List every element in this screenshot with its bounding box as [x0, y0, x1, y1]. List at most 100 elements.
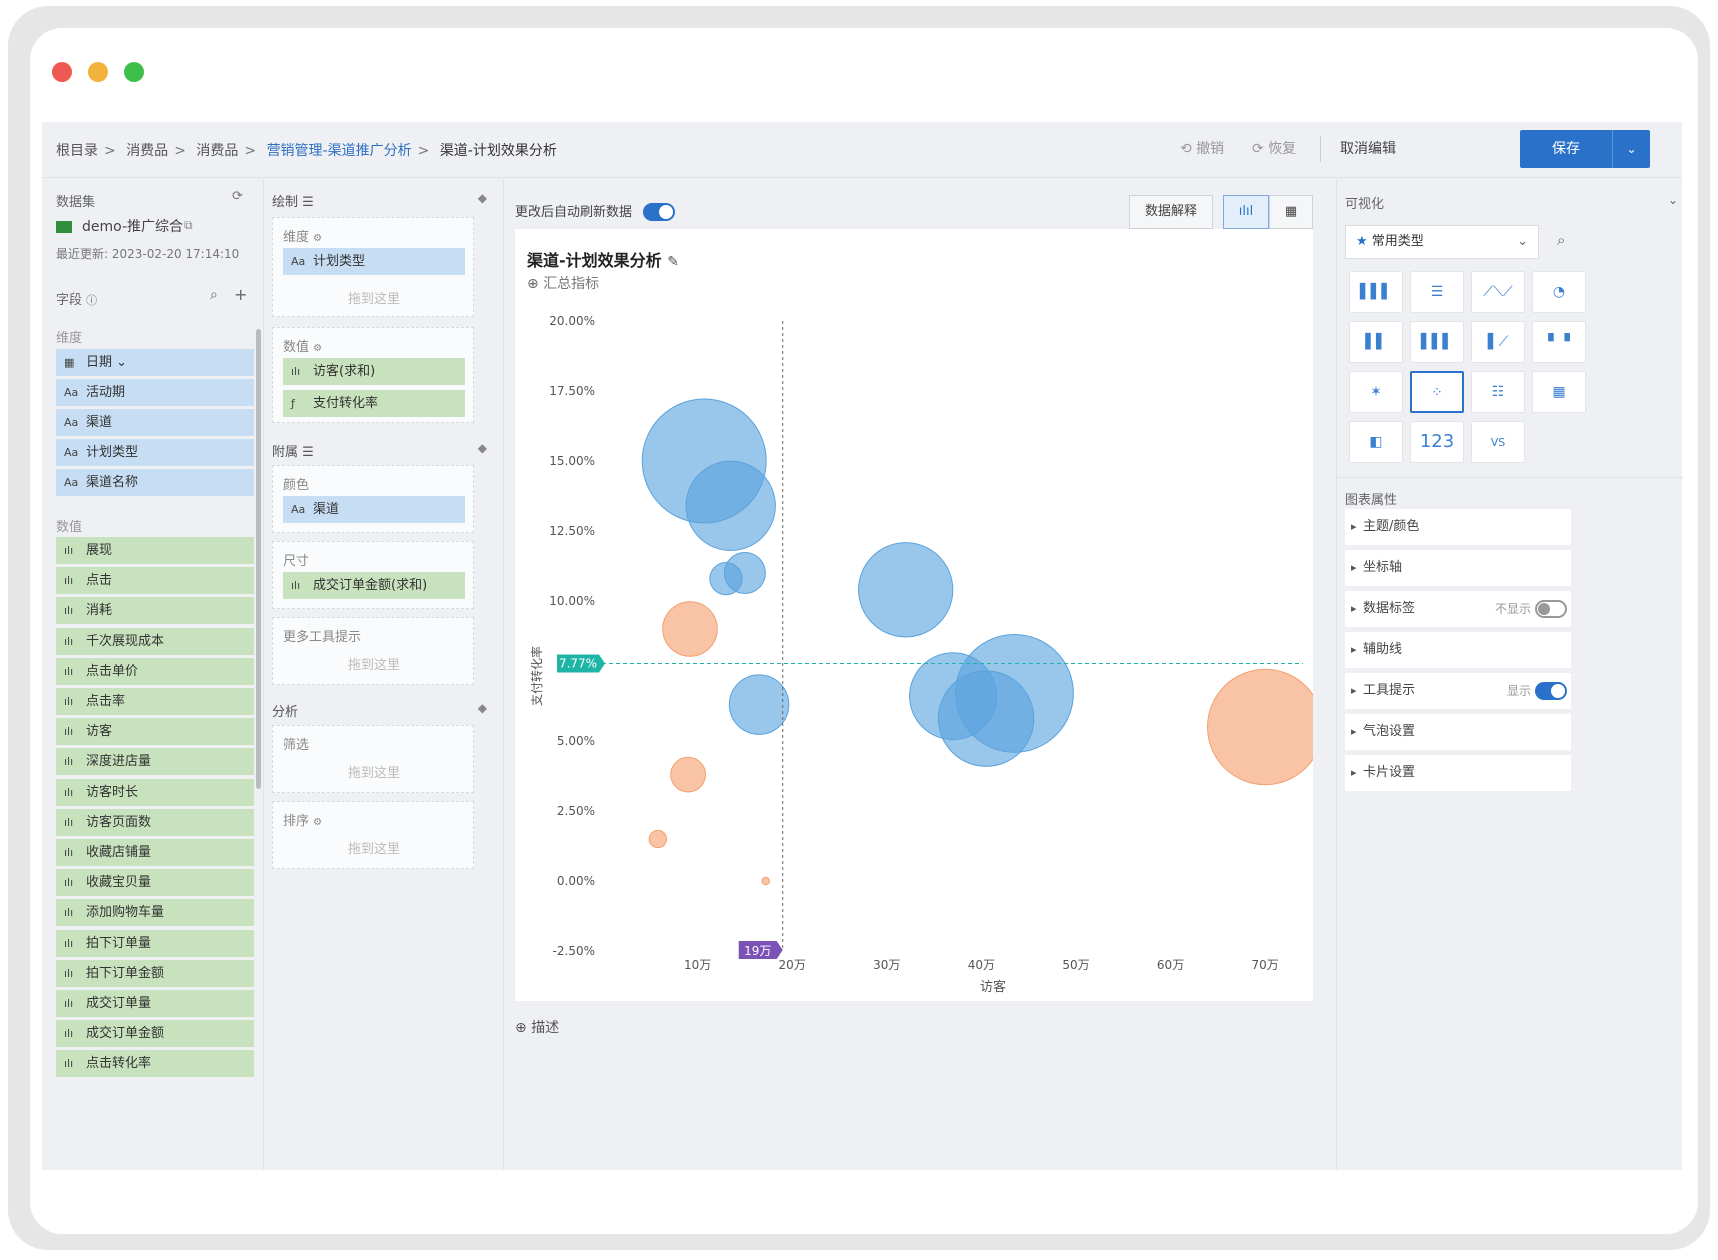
- bubble-chart[interactable]: 20.00% 17.50% 15.00% 12.50% 10.00% 5.00% 2.50%…: [515, 261, 1313, 1001]
- field-scrollbar[interactable]: [256, 329, 261, 789]
- column-chart-icon[interactable]: ▌▌▌: [1349, 271, 1403, 313]
- describe-link[interactable]: ⊕ 描述: [515, 1020, 560, 1036]
- switch-dataset-icon[interactable]: ⟳: [232, 189, 243, 204]
- bar-icon: ılı: [64, 604, 74, 618]
- dimension-field[interactable]: Aa 渠道: [56, 409, 254, 436]
- close-window-button[interactable]: [52, 62, 72, 82]
- measure-field[interactable]: ılı 点击转化率: [56, 1050, 254, 1078]
- dimension-field[interactable]: Aa 计划类型: [56, 439, 254, 466]
- tooltip-drop-zone[interactable]: 更多工具提示 拖到这里: [272, 617, 474, 685]
- save-button[interactable]: 保存 ⌄: [1520, 130, 1650, 168]
- breadcrumb-item[interactable]: 根目录: [56, 143, 98, 159]
- chart-prop-row[interactable]: 坐标轴: [1345, 550, 1571, 586]
- breadcrumb-item[interactable]: 营销管理-渠道推广分析: [266, 143, 412, 159]
- measure-field[interactable]: ılı 拍下订单量: [56, 929, 254, 957]
- measure-field[interactable]: ılı 访客: [56, 718, 254, 746]
- pie-chart-icon[interactable]: ◔: [1532, 271, 1586, 313]
- color-chip[interactable]: Aa 渠道: [283, 496, 465, 523]
- measure-field[interactable]: ılı 千次展现成本: [56, 627, 254, 655]
- undo-button[interactable]: ⟲ 撤销: [1180, 138, 1224, 158]
- value-drop-zone[interactable]: 数值 ⚙ ılı 访客(求和) ƒ 支付转化率: [272, 327, 474, 423]
- combo-chart-icon[interactable]: ▌⟋: [1471, 321, 1525, 363]
- chevron-down-icon[interactable]: ⌄: [1612, 130, 1650, 168]
- measure-field[interactable]: ılı 点击单价: [56, 657, 254, 685]
- line-chart-icon[interactable]: ⟋⟍⟋: [1471, 271, 1525, 313]
- map-chart-icon[interactable]: ◧: [1349, 421, 1403, 463]
- chart-prop-row[interactable]: 卡片设置: [1345, 755, 1571, 791]
- measure-field[interactable]: ılı 消耗: [56, 597, 254, 625]
- collapse-icon[interactable]: ⌄: [1667, 193, 1678, 207]
- maximize-window-button[interactable]: [124, 62, 144, 82]
- kpi-card-icon[interactable]: 123: [1410, 421, 1464, 463]
- dimension-field[interactable]: ▦ 日期 ⌄: [56, 349, 254, 376]
- measure-field[interactable]: ılı 点击率: [56, 688, 254, 715]
- measure-field[interactable]: ılı 添加购物车量: [56, 899, 254, 927]
- measure-field[interactable]: ılı 收藏店铺量: [56, 839, 254, 866]
- chart-prop-row[interactable]: 气泡设置: [1345, 714, 1571, 750]
- search-icon[interactable]: ⌕: [1557, 231, 1566, 249]
- filter-drop-zone[interactable]: 筛选 拖到这里: [272, 725, 474, 793]
- prop-toggle[interactable]: [1535, 682, 1567, 700]
- compare-card-icon[interactable]: VS: [1471, 421, 1525, 463]
- bar-icon: ılı: [64, 936, 74, 950]
- edit-icon[interactable]: ✎: [667, 254, 679, 270]
- measure-field[interactable]: ılı 收藏宝贝量: [56, 869, 254, 897]
- value-chip[interactable]: ƒ 支付转化率: [283, 390, 465, 417]
- auto-refresh-toggle[interactable]: [643, 203, 675, 221]
- summary-link[interactable]: ⊕ 汇总指标: [527, 276, 600, 292]
- dimension-field[interactable]: Aa 活动期: [56, 379, 254, 406]
- dim-chip[interactable]: Aa 计划类型: [283, 248, 465, 275]
- bubble-point: [909, 652, 997, 741]
- field-label: 成交订单量: [86, 996, 152, 1011]
- chart-view-button[interactable]: ılıl: [1223, 195, 1269, 229]
- table-view-button[interactable]: ▦: [1269, 195, 1313, 229]
- data-explain-button[interactable]: 数据解释: [1129, 195, 1213, 229]
- radar-chart-icon[interactable]: ✶: [1349, 371, 1403, 413]
- measure-field[interactable]: ılı 成交订单量: [56, 990, 254, 1017]
- sort-drop-zone[interactable]: 排序 ⚙ 拖到这里: [272, 801, 474, 869]
- table-chart-icon[interactable]: ☷: [1471, 371, 1525, 413]
- add-field-icon[interactable]: +: [234, 285, 248, 304]
- waterfall-chart-icon[interactable]: ▘▝: [1532, 321, 1586, 363]
- eraser-icon[interactable]: ◆: [477, 191, 487, 205]
- prop-toggle[interactable]: [1535, 600, 1567, 618]
- size-drop-zone[interactable]: 尺寸 ılı 成交订单金额(求和): [272, 541, 474, 609]
- color-drop-zone[interactable]: 颜色 Aa 渠道: [272, 465, 474, 533]
- dimension-field[interactable]: Aa 渠道名称: [56, 469, 254, 496]
- grouped-column-icon[interactable]: ▌▌: [1349, 321, 1403, 363]
- stacked-column-icon[interactable]: ▌▌▌: [1410, 321, 1464, 363]
- minimize-window-button[interactable]: [88, 62, 108, 82]
- measure-field[interactable]: ılı 点击: [56, 567, 254, 595]
- measure-field[interactable]: ılı 拍下订单金额: [56, 959, 254, 987]
- settings-icon: ☰: [302, 195, 314, 210]
- cancel-edit-button[interactable]: 取消编辑: [1340, 141, 1396, 157]
- breadcrumb-item[interactable]: 消费品: [196, 143, 239, 159]
- measure-field[interactable]: ılı 成交订单金额: [56, 1020, 254, 1048]
- x-axis-title: 访客: [980, 979, 1006, 995]
- analysis-section-label: 分析: [272, 705, 299, 720]
- value-chip[interactable]: ılı 访客(求和): [283, 358, 465, 385]
- chart-prop-row[interactable]: 主题/颜色: [1345, 509, 1571, 545]
- cross-table-icon[interactable]: ▦: [1532, 371, 1586, 413]
- scatter-chart-icon[interactable]: ⁘: [1410, 371, 1464, 413]
- redo-button[interactable]: ⟳ 恢复: [1252, 138, 1296, 158]
- dataset-name[interactable]: demo-推广综合: [82, 219, 184, 235]
- open-dataset-icon[interactable]: ⧉: [184, 218, 193, 232]
- measure-field[interactable]: ılı 深度进店量: [56, 748, 254, 776]
- chart-prop-row[interactable]: 数据标签 不显示: [1345, 591, 1571, 627]
- breadcrumb-item[interactable]: 消费品: [126, 143, 169, 159]
- drop-hint: 拖到这里: [347, 842, 400, 857]
- bubble-point: [670, 756, 706, 793]
- eraser-icon[interactable]: ◆: [477, 441, 487, 455]
- chart-prop-row[interactable]: 辅助线: [1345, 632, 1571, 668]
- chart-prop-row[interactable]: 工具提示 显示: [1345, 673, 1571, 709]
- eraser-icon[interactable]: ◆: [477, 701, 487, 715]
- bar-chart-icon[interactable]: ☰: [1410, 271, 1464, 313]
- measure-field[interactable]: ılı 访客页面数: [56, 808, 254, 836]
- search-icon[interactable]: ⌕: [210, 287, 218, 303]
- measure-field[interactable]: ılı 访客时长: [56, 778, 254, 806]
- size-chip[interactable]: ılı 成交订单金额(求和): [283, 572, 465, 599]
- chart-type-select[interactable]: ★ 常用类型 ⌄: [1345, 225, 1539, 259]
- measure-field[interactable]: ılı 展现: [56, 537, 254, 564]
- dimension-drop-zone[interactable]: 维度 ⚙ Aa 计划类型 拖到这里: [272, 217, 474, 317]
